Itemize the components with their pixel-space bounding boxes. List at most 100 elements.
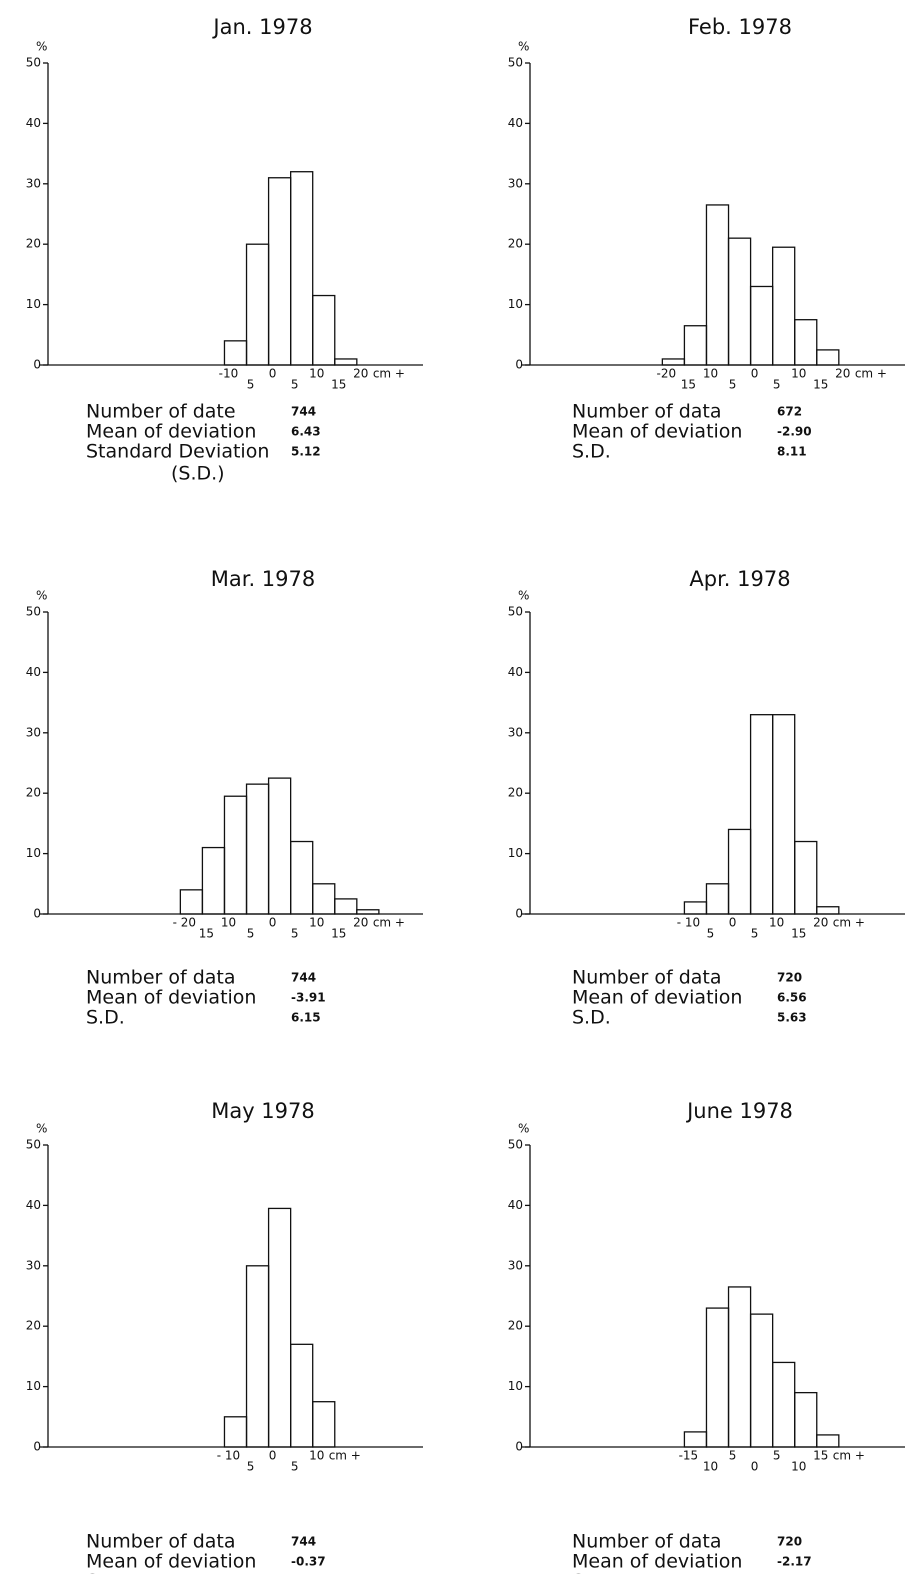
stat-label: S.D.	[86, 1007, 125, 1029]
stat-value: 6.56	[777, 991, 807, 1005]
y-tick-label: 50	[508, 1138, 523, 1152]
y-tick-label: 30	[26, 1258, 41, 1272]
y-axis-label: %	[36, 1122, 47, 1136]
x-tick-label: 5	[247, 927, 255, 941]
bar	[312, 1401, 336, 1448]
x-tick-label: 15	[331, 927, 346, 941]
y-tick-label: 20	[26, 237, 41, 251]
bar	[816, 1434, 840, 1448]
stat-value: 744	[291, 971, 316, 985]
x-tick-label: 5	[729, 378, 737, 392]
y-axis-label: %	[518, 589, 529, 603]
stat-value: 672	[777, 405, 802, 419]
x-tick-label: 5	[291, 927, 299, 941]
bar	[771, 714, 796, 915]
chart-title: Jan. 1978	[211, 15, 312, 39]
bar	[267, 1207, 292, 1448]
x-tick-label: 20	[813, 916, 828, 930]
stat-label: Standard Deviation	[86, 441, 269, 463]
x-tick-label: 0	[751, 367, 759, 381]
x-unit: cm +	[833, 916, 865, 930]
bar	[289, 840, 314, 915]
bar	[201, 846, 226, 915]
y-tick-label: 0	[515, 1440, 523, 1454]
x-tick-label: 20	[353, 916, 368, 930]
chart-title: June 1978	[685, 1099, 793, 1123]
y-axis-label: %	[518, 1122, 529, 1136]
x-tick-label: 5	[247, 378, 255, 392]
y-tick-label: 10	[508, 1379, 523, 1393]
y-tick-label: 30	[508, 176, 523, 190]
y-tick-label: 20	[508, 786, 523, 800]
bar	[223, 340, 248, 366]
stat-value: 720	[777, 1535, 802, 1549]
y-tick-label: 10	[26, 1379, 41, 1393]
bar	[334, 358, 358, 366]
x-tick-label: - 10	[217, 1449, 240, 1463]
chart-title: May 1978	[211, 1099, 315, 1123]
x-tick-label: 10	[703, 367, 718, 381]
y-tick-label: 50	[508, 56, 523, 70]
x-tick-label: 10	[769, 916, 784, 930]
x-tick-label: 5	[291, 1460, 299, 1474]
bar	[816, 349, 840, 366]
stat-label: S.D.	[572, 1571, 611, 1574]
x-tick-label: 10	[221, 916, 236, 930]
stat-label: Mean of deviation	[572, 421, 742, 443]
stat-value: -2.17	[777, 1555, 812, 1569]
y-axis-label: %	[36, 589, 47, 603]
stat-label: Mean of deviation	[86, 987, 256, 1009]
stat-label: Number of data	[572, 967, 722, 989]
bar	[771, 246, 796, 366]
x-tick-label: 5	[247, 1460, 255, 1474]
stat-label: Mean of deviation	[572, 1551, 742, 1573]
y-tick-label: 30	[26, 725, 41, 739]
y-tick-label: 0	[515, 358, 523, 372]
y-tick-label: 0	[33, 358, 41, 372]
x-tick-label: 0	[269, 1449, 277, 1463]
stat-label: Mean of deviation	[86, 421, 256, 443]
bar	[749, 285, 774, 366]
bar	[267, 777, 292, 915]
x-unit: cm +	[373, 367, 405, 381]
bar	[749, 714, 774, 915]
y-tick-label: 0	[33, 907, 41, 921]
bar	[794, 319, 818, 366]
stat-label: Mean of deviation	[572, 987, 742, 1009]
bar	[794, 1391, 818, 1448]
x-tick-label: 20	[835, 367, 850, 381]
bar	[223, 795, 248, 915]
y-tick-label: 40	[508, 665, 523, 679]
stat-label: Number of data	[572, 401, 722, 423]
x-tick-label: 5	[291, 378, 299, 392]
bar	[771, 1361, 796, 1448]
stat-label: S.D.	[572, 1007, 611, 1029]
stat-value: 744	[291, 1535, 316, 1549]
x-tick-label: 5	[773, 378, 781, 392]
y-axis-label: %	[36, 40, 47, 54]
x-tick-label: - 20	[173, 916, 196, 930]
stat-note: (S.D.)	[171, 463, 225, 485]
x-tick-label: 0	[269, 916, 277, 930]
y-tick-label: 10	[508, 846, 523, 860]
x-tick-label: 15	[331, 378, 346, 392]
x-tick-label: -20	[657, 367, 677, 381]
x-tick-label: 10	[309, 916, 324, 930]
stat-label: Number of date	[86, 401, 236, 423]
y-tick-label: 40	[26, 116, 41, 130]
x-tick-label: 0	[729, 916, 737, 930]
bar	[727, 1286, 752, 1448]
x-tick-label: 5	[751, 927, 759, 941]
bar	[312, 883, 336, 915]
bar	[289, 171, 314, 366]
x-tick-label: 15	[813, 378, 828, 392]
y-tick-label: 50	[26, 56, 41, 70]
x-tick-label: 15	[199, 927, 214, 941]
bar	[705, 883, 730, 915]
y-tick-label: 50	[508, 605, 523, 619]
stat-label: Mean of deviation	[86, 1551, 256, 1573]
x-unit: cm +	[329, 1449, 361, 1463]
bar	[727, 237, 752, 366]
stat-value: 720	[777, 971, 802, 985]
